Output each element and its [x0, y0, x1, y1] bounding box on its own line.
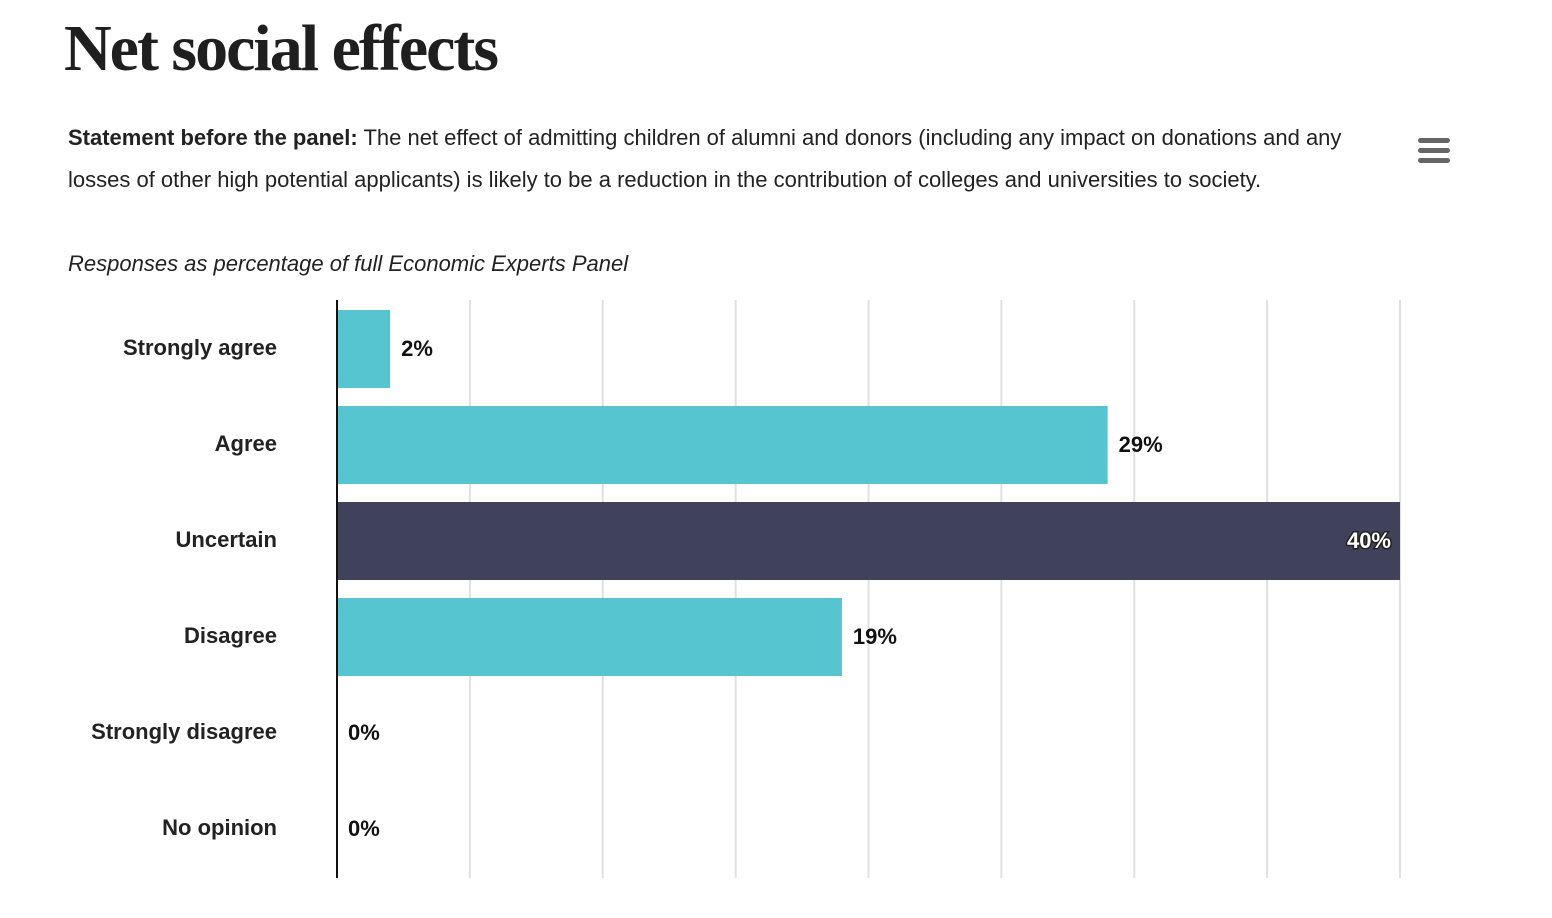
statement-lead: Statement before the panel: [68, 125, 358, 150]
category-label: Strongly agree [123, 335, 277, 360]
statement-text: Statement before the panel: The net effe… [68, 117, 1358, 201]
bar [337, 310, 391, 388]
bar [337, 598, 842, 676]
category-label: Uncertain [176, 527, 277, 552]
bar [337, 502, 1400, 580]
data-label: 40% [1347, 528, 1391, 553]
data-label: 2% [401, 336, 433, 361]
data-label: 29% [1119, 432, 1163, 457]
category-label: Strongly disagree [91, 719, 277, 744]
category-label: Disagree [184, 623, 277, 648]
chart-menu-button[interactable] [1412, 133, 1456, 169]
chart-title: Net social effects [64, 12, 499, 85]
data-label: 19% [853, 624, 897, 649]
data-label: 0% [348, 720, 380, 745]
chart-subtitle: Responses as percentage of full Economic… [68, 251, 629, 276]
category-label: No opinion [162, 815, 277, 840]
statement-body: The net effect of admitting children of … [68, 125, 1342, 192]
category-label: Agree [215, 431, 277, 456]
bar [337, 406, 1108, 484]
data-label: 0% [348, 816, 380, 841]
